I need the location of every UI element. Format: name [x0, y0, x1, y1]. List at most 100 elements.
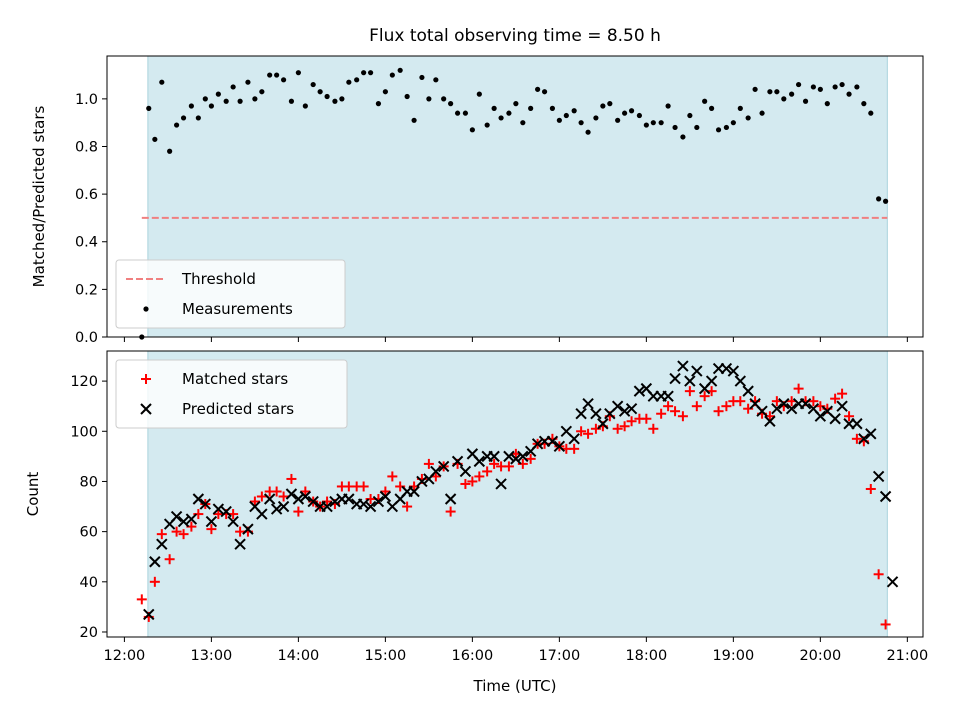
matched-stars-point: [691, 401, 702, 412]
predicted-stars-point: [582, 397, 594, 410]
predicted-stars-point: [177, 515, 190, 528]
x-marker-b: [416, 475, 428, 488]
predicted-stars-point: [611, 400, 624, 412]
predicted-stars-point: [170, 510, 183, 523]
x-marker-b: [307, 495, 319, 508]
predicted-stars-point: [771, 402, 783, 415]
measurements-point: [802, 98, 809, 104]
measurements-point: [195, 115, 201, 121]
predicted-stars-point: [495, 478, 507, 490]
x-marker-b: [510, 453, 522, 465]
predicted-stars-point: [372, 495, 385, 508]
predicted-stars-point: [756, 405, 768, 417]
count-xtick-label: 18:00: [625, 648, 667, 664]
count-xtick-label: 19:00: [712, 648, 754, 664]
legend-box: [115, 259, 346, 329]
measurements-point: [556, 117, 562, 123]
x-marker-b: [143, 608, 155, 621]
measurements-point: [339, 96, 345, 102]
measurements-point: [259, 89, 265, 95]
measurements-point: [346, 79, 352, 85]
legend-matched-stars-swatch: [141, 374, 151, 384]
x-marker-b: [560, 425, 573, 437]
predicted-stars-point: [451, 455, 464, 468]
measurements-point: [302, 103, 308, 109]
x-marker-b: [299, 490, 312, 503]
matched-stars-point: [670, 406, 681, 417]
measurements-point: [672, 124, 678, 131]
measurements-point: [317, 89, 323, 95]
matched-stars-point: [149, 576, 160, 587]
matched-stars-point: [735, 396, 746, 407]
measurements-point: [310, 81, 316, 88]
x-marker-b: [778, 397, 790, 410]
x-marker-b: [177, 515, 190, 528]
matched-stars-point: [380, 486, 391, 497]
matched-stars-point: [286, 473, 297, 484]
x-marker-b: [677, 360, 689, 372]
x-marker-b: [170, 510, 183, 523]
measurements-point: [274, 72, 280, 78]
measurements-point: [223, 98, 229, 104]
measurements-point: [882, 198, 889, 204]
predicted-stars-point: [263, 493, 276, 505]
measurements-point: [180, 115, 187, 121]
x-marker-b: [727, 365, 740, 377]
matched-stars-point: [164, 554, 175, 565]
measurements-point: [433, 77, 439, 83]
matched-stars-point: [423, 458, 434, 469]
x-marker-b: [568, 433, 580, 445]
x-marker-b: [364, 500, 377, 513]
measurements-point: [491, 105, 497, 111]
measurements-point: [795, 81, 802, 88]
x-marker-b: [814, 410, 827, 422]
measurements-point: [745, 115, 751, 121]
count-panel: 20 40 60 80 100 120 12:00 13:00 14:00 15:00 16:00 1…: [24, 350, 928, 664]
predicted-stars-point: [814, 410, 827, 422]
x-marker-b: [531, 438, 544, 450]
measurements-point: [702, 98, 708, 104]
predicted-stars-point: [662, 390, 674, 402]
measurements-point: [252, 96, 258, 102]
measurements-point: [441, 96, 447, 102]
matched-stars-point: [873, 569, 884, 580]
measurements-point: [571, 108, 577, 114]
x-marker-b: [329, 495, 341, 508]
measurements-point: [593, 115, 599, 121]
measurements-point: [498, 115, 504, 121]
count-ytick-label: 40: [80, 575, 98, 591]
measurements-point: [643, 122, 649, 128]
measurements-point: [426, 96, 432, 102]
predicted-stars-point: [568, 433, 580, 445]
measurements-point: [202, 96, 208, 102]
x-marker-b: [669, 372, 681, 385]
predicted-stars-point: [156, 538, 168, 550]
count-xtick-label: 15:00: [364, 648, 406, 664]
x-marker-b: [220, 505, 232, 518]
matched-stars-point: [171, 526, 182, 537]
measurements-point: [295, 70, 301, 76]
predicted-stars-point: [227, 515, 239, 528]
x-marker-b: [444, 493, 457, 505]
predicted-stars-point: [684, 375, 696, 387]
measurements-point: [528, 105, 534, 111]
measurements-point: [709, 105, 715, 111]
predicted-stars-point: [459, 465, 472, 478]
ratio-axes-frame: [106, 55, 924, 338]
x-marker-b: [858, 433, 870, 445]
predicted-stars-point: [618, 405, 631, 417]
legend-predicted-stars-label: Predicted stars: [182, 400, 294, 418]
ratio-ytick-label: 0.2: [75, 282, 98, 298]
x-marker-b: [292, 493, 305, 505]
x-marker-b: [430, 465, 442, 478]
predicted-stars-point: [234, 538, 246, 550]
predicted-stars-point: [865, 428, 877, 440]
count-xtick-label: 16:00: [451, 648, 493, 664]
x-marker-b: [285, 488, 298, 500]
x-marker-b: [771, 402, 783, 415]
x-marker-b: [625, 402, 638, 415]
matched-stars-point: [460, 478, 471, 489]
x-marker-b: [205, 515, 218, 528]
measurements-point: [208, 103, 214, 109]
